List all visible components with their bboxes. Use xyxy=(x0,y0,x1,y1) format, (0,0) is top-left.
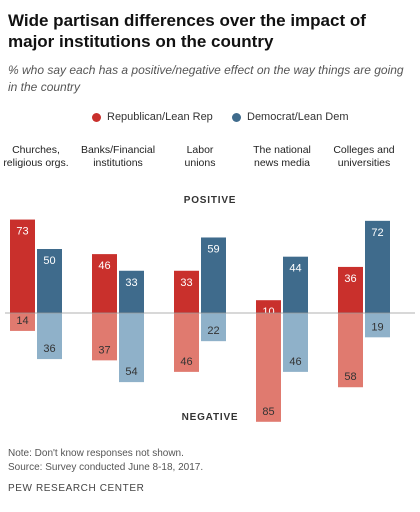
data-label-positive: 46 xyxy=(98,260,110,272)
bar-positive xyxy=(119,270,144,313)
data-label-positive: 50 xyxy=(43,255,55,267)
legend-item-dem: Democrat/Lean Dem xyxy=(232,111,349,123)
category-label: Labor unions xyxy=(185,144,216,169)
bar-negative xyxy=(338,313,363,388)
legend-swatch-dem xyxy=(232,112,241,122)
bar-negative xyxy=(201,313,226,342)
bar-negative xyxy=(119,313,144,383)
legend-swatch-rep xyxy=(92,112,101,122)
bar-positive xyxy=(365,220,390,313)
chart-subtitle: % who say each has a positive/negative e… xyxy=(8,63,404,94)
data-label-positive: 72 xyxy=(371,227,383,239)
data-label-negative: 85 xyxy=(262,406,274,418)
bar-positive xyxy=(283,256,308,313)
data-label-negative: 36 xyxy=(43,343,55,355)
data-label-positive: 73 xyxy=(16,226,28,238)
category-label: Banks/Financial institutions xyxy=(81,144,155,169)
data-label-negative: 46 xyxy=(289,356,301,368)
data-label-negative: 58 xyxy=(344,371,356,383)
data-label-negative: 37 xyxy=(98,344,110,356)
category-label: The national news media xyxy=(253,144,311,169)
bar-positive xyxy=(10,219,35,313)
data-label-positive: 36 xyxy=(344,273,356,285)
data-label-positive: 59 xyxy=(207,243,219,255)
bar-negative xyxy=(256,313,281,422)
legend-label-dem: Democrat/Lean Dem xyxy=(247,111,349,123)
bar-negative xyxy=(92,313,117,361)
negative-label: NEGATIVE xyxy=(182,412,239,423)
bar-negative xyxy=(37,313,62,360)
data-label-negative: 14 xyxy=(16,315,28,327)
bar-positive xyxy=(201,237,226,313)
positive-label: POSITIVE xyxy=(184,195,237,206)
bar-positive xyxy=(174,270,199,313)
legend: Republican/Lean Rep Democrat/Lean Dem xyxy=(0,111,420,127)
legend-item-rep: Republican/Lean Rep xyxy=(92,111,213,123)
data-label-negative: 19 xyxy=(371,321,383,333)
bar-positive xyxy=(338,266,363,313)
data-label-negative: 54 xyxy=(125,366,137,378)
bar-negative xyxy=(10,313,35,331)
data-label-positive: 33 xyxy=(125,277,137,289)
category-label: Churches, religious orgs. xyxy=(3,144,68,169)
data-label-positive: 44 xyxy=(289,263,301,275)
bar-negative xyxy=(174,313,199,372)
footnote: Note: Don't know responses not shown. xyxy=(8,448,184,459)
bar-negative xyxy=(365,313,390,338)
source-note: Source: Survey conducted June 8-18, 2017… xyxy=(8,462,204,473)
brand-name: PEW RESEARCH CENTER xyxy=(8,483,145,494)
data-label-negative: 22 xyxy=(207,325,219,337)
chart-title: Wide partisan differences over the impac… xyxy=(8,11,366,51)
bar-negative xyxy=(283,313,308,372)
bar-positive xyxy=(37,249,62,313)
category-label: Colleges and universities xyxy=(333,144,394,169)
bar-positive xyxy=(92,254,117,313)
data-label-positive: 33 xyxy=(180,277,192,289)
bar-positive xyxy=(256,300,281,313)
data-label-negative: 46 xyxy=(180,356,192,368)
legend-label-rep: Republican/Lean Rep xyxy=(107,111,213,123)
